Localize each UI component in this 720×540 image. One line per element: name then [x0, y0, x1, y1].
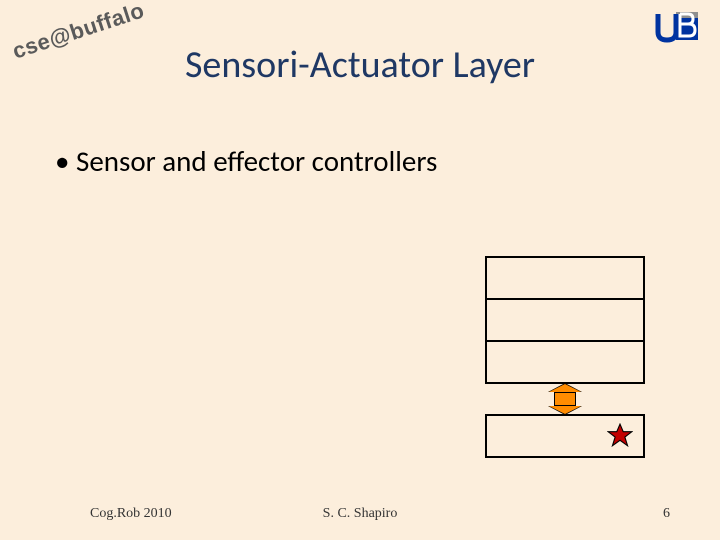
- footer-right: 6: [663, 506, 670, 522]
- bidirectional-arrow: [485, 384, 645, 414]
- layer-box: [485, 256, 645, 300]
- sensori-actuator-box: [485, 414, 645, 458]
- layer-box: [485, 340, 645, 384]
- layer-diagram: [485, 256, 645, 458]
- bullet-text: • Sensor and effector controllers: [55, 143, 437, 179]
- layer-box: [485, 298, 645, 342]
- page-title: Sensori-Actuator Layer: [0, 42, 720, 88]
- footer-center: S. C. Shapiro: [0, 506, 720, 522]
- star-icon: [607, 423, 633, 449]
